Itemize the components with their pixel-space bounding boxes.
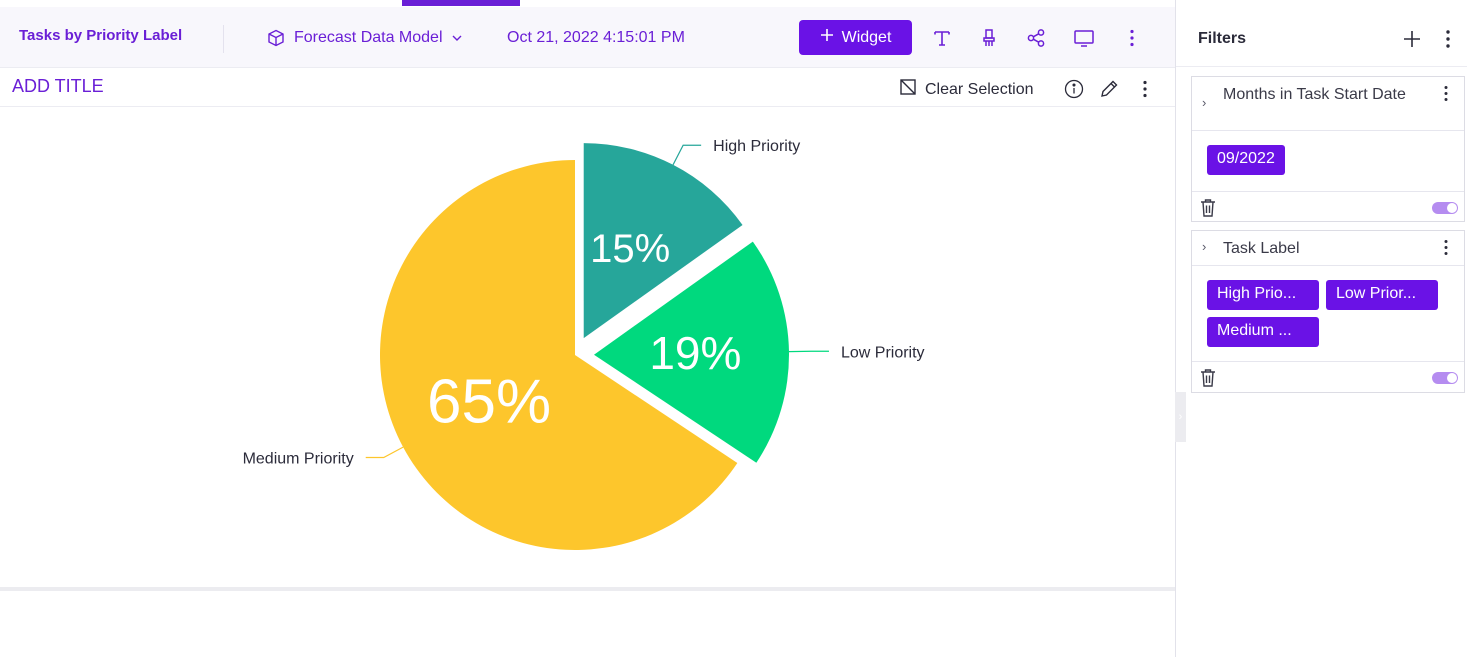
panel-collapse-handle[interactable]: › xyxy=(1175,392,1186,442)
filter-card-months: › Months in Task Start Date 09/2022 xyxy=(1191,76,1465,222)
plus-icon xyxy=(820,28,834,47)
widget-header: ADD TITLE Clear Selection xyxy=(0,68,1175,107)
add-title-link[interactable]: ADD TITLE xyxy=(12,76,104,96)
clear-selection-label: Clear Selection xyxy=(925,80,1034,98)
clear-selection-button[interactable]: Clear Selection xyxy=(899,78,1034,101)
filters-panel: Filters › Months in Task Start Date 09/2… xyxy=(1175,0,1467,657)
filter-title: Months in Task Start Date xyxy=(1223,86,1406,103)
toggle-knob xyxy=(1447,373,1457,383)
add-widget-button[interactable]: Widget xyxy=(799,20,912,55)
filter-card-footer xyxy=(1192,361,1464,392)
filter-toggle[interactable] xyxy=(1432,202,1458,214)
label-medium-priority: Medium Priority xyxy=(243,450,354,467)
filter-title: Task Label xyxy=(1223,240,1300,257)
widget-more-icon[interactable] xyxy=(1134,78,1156,100)
filter-chips: High Prio... Low Prior... Medium ... xyxy=(1192,266,1464,361)
info-icon[interactable] xyxy=(1063,78,1085,100)
slice-medium-priority[interactable] xyxy=(380,160,738,550)
pencil-icon[interactable] xyxy=(1098,78,1120,100)
leader-line xyxy=(365,446,404,459)
slice-percent-label: 19% xyxy=(649,327,741,379)
toggle-knob xyxy=(1447,203,1457,213)
slice-low-priority[interactable] xyxy=(593,241,789,463)
filter-chip[interactable]: Medium ... xyxy=(1207,317,1319,347)
slice-high-priority[interactable] xyxy=(583,143,743,339)
refresh-timestamp: Oct 21, 2022 4:15:01 PM xyxy=(507,29,685,46)
filter-toggle[interactable] xyxy=(1432,372,1458,384)
filters-more-icon[interactable] xyxy=(1438,27,1458,51)
dashboard-toolbar: Tasks by Priority Label Forecast Data Mo… xyxy=(0,7,1175,68)
pie-chart: 15% High Priority 19% Low Priority 65% Medium… xyxy=(243,138,925,550)
data-model-name: Forecast Data Model xyxy=(294,29,443,46)
filters-title: Filters xyxy=(1198,30,1247,47)
data-model-selector[interactable]: Forecast Data Model xyxy=(266,28,463,48)
filter-more-icon[interactable] xyxy=(1438,238,1454,258)
more-vertical-icon[interactable] xyxy=(1121,27,1143,49)
slice-percent-label: 15% xyxy=(590,227,670,271)
leader-line xyxy=(672,144,702,166)
chevron-right-icon[interactable]: › xyxy=(1202,95,1207,110)
share-icon[interactable] xyxy=(1025,27,1047,49)
filter-card-task-label: › Task Label High Prio... Low Prior... M… xyxy=(1191,230,1465,393)
filter-card-header: › Task Label xyxy=(1192,231,1464,266)
filter-chip[interactable]: 09/2022 xyxy=(1207,145,1285,175)
cube-icon xyxy=(266,28,286,48)
filter-card-header: › Months in Task Start Date xyxy=(1192,77,1464,131)
toolbar-divider xyxy=(223,25,224,53)
filter-more-icon[interactable] xyxy=(1438,84,1454,104)
add-filter-icon[interactable] xyxy=(1400,27,1424,51)
pie-chart-area: 15% High Priority 19% Low Priority 65% Medium… xyxy=(0,107,1175,587)
brush-icon[interactable] xyxy=(978,27,1000,49)
active-tab-indicator xyxy=(402,0,520,6)
text-icon[interactable] xyxy=(931,27,953,49)
label-low-priority: Low Priority xyxy=(841,344,925,361)
trash-icon[interactable] xyxy=(1199,368,1217,388)
dashboard-main: Tasks by Priority Label Forecast Data Mo… xyxy=(0,0,1175,591)
slice-percent-label: 65% xyxy=(427,368,551,437)
chevron-right-icon[interactable]: › xyxy=(1202,239,1207,254)
trash-icon[interactable] xyxy=(1199,198,1217,218)
add-widget-label: Widget xyxy=(841,28,892,46)
filters-header: Filters xyxy=(1176,0,1467,67)
label-high-priority: High Priority xyxy=(713,138,800,155)
chevron-down-icon xyxy=(451,32,463,44)
monitor-icon[interactable] xyxy=(1073,27,1095,49)
filter-chip[interactable]: High Prio... xyxy=(1207,280,1319,310)
filter-chips: 09/2022 xyxy=(1192,131,1464,191)
clear-selection-icon xyxy=(899,78,917,101)
widget-bottom-border xyxy=(0,587,1175,591)
filter-card-footer xyxy=(1192,191,1464,222)
dashboard-title[interactable]: Tasks by Priority Label xyxy=(19,27,183,44)
filter-chip[interactable]: Low Prior... xyxy=(1326,280,1438,310)
